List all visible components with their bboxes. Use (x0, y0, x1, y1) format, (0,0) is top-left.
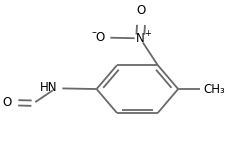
Text: HN: HN (39, 81, 57, 94)
Text: +: + (144, 29, 151, 38)
Text: N: N (136, 32, 144, 45)
Text: O: O (137, 4, 146, 17)
Text: O: O (3, 96, 12, 109)
Text: CH₃: CH₃ (204, 82, 225, 95)
Text: O: O (95, 31, 104, 44)
Text: –: – (91, 27, 96, 37)
